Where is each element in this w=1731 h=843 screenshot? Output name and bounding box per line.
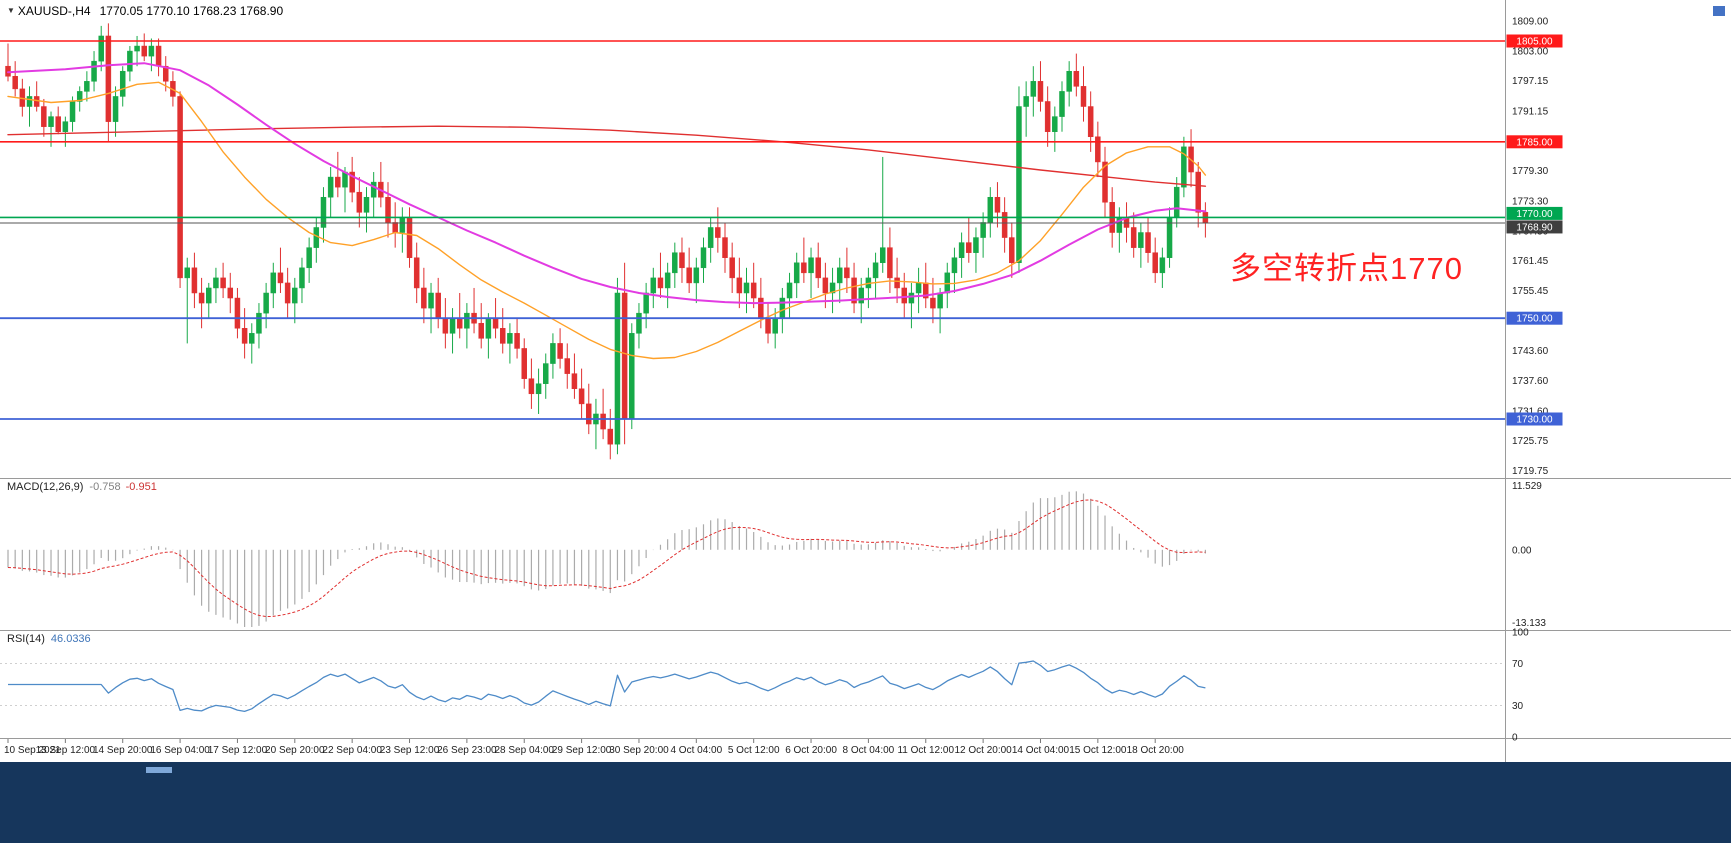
price-tick-label: 1755.45 (1512, 286, 1549, 297)
rsi-axis-label: 100 (1512, 628, 1529, 639)
macd-signal-line (7, 499, 1206, 618)
price-badge (1506, 206, 1563, 220)
rsi-axis-label: 0 (1512, 733, 1518, 744)
time-label: 12 Oct 20:00 (954, 745, 1012, 756)
macd-axis-label: 0.00 (1512, 545, 1532, 556)
price-tick-label: 1791.15 (1512, 106, 1549, 117)
macd-value: -0.758 (89, 481, 121, 493)
rsi-axis[interactable]: 100 70 30 0 (1512, 628, 1529, 744)
current-price-badge-label: 1768.90 (1516, 222, 1553, 233)
current-price-badge (1506, 220, 1563, 234)
price-badge-label: 1750.00 (1516, 314, 1553, 325)
symbol-marker-icon: ▼ (7, 6, 15, 15)
rsi-value: 46.0336 (50, 633, 91, 645)
footer-bar (0, 762, 1731, 843)
price-axis[interactable]: 1809.001803.001797.151791.151785.151779.… (1506, 16, 1563, 477)
time-label: 26 Sep 23:00 (437, 745, 497, 756)
rsi-label: RSI(14) (7, 633, 45, 645)
rsi-indicator-title: RSI(14) 46.0336 (7, 633, 91, 645)
price-tick-label: 1719.75 (1512, 466, 1549, 477)
price-tick-label: 1779.30 (1512, 166, 1549, 177)
time-label: 15 Oct 12:00 (1069, 745, 1127, 756)
rsi-axis-label: 70 (1512, 659, 1524, 670)
ma-slow-red (7, 125, 1207, 187)
time-label: 5 Oct 12:00 (728, 745, 780, 756)
macd-label: MACD(12,26,9) (7, 481, 84, 493)
time-label: 16 Sep 04:00 (150, 745, 210, 756)
macd-axis[interactable]: 11.529 0.00 -13.133 (1512, 481, 1546, 629)
corner-marker-icon (1713, 6, 1725, 16)
time-label: 23 Sep 12:00 (380, 745, 440, 756)
price-tick-label: 1731.60 (1512, 406, 1549, 417)
macd-axis-label: -13.133 (1512, 618, 1546, 629)
time-label: 17 Sep 12:00 (208, 745, 268, 756)
price-tick-label: 1737.60 (1512, 376, 1549, 387)
price-badge (1506, 412, 1563, 426)
time-label: 11 Oct 12:00 (897, 745, 954, 756)
price-badge-label: 1805.00 (1516, 37, 1553, 48)
time-label: 30 Sep 20:00 (609, 745, 669, 756)
time-label: 18 Oct 20:00 (1127, 745, 1185, 756)
price-tick-label: 1773.30 (1512, 196, 1549, 207)
symbol-label: XAUUSD-,H4 (17, 4, 91, 18)
macd-indicator-title: MACD(12,26,9) -0.758 -0.951 (7, 481, 157, 493)
candlestick-series (5, 23, 1209, 460)
price-tick-label: 1803.00 (1512, 47, 1549, 58)
price-badge (1506, 34, 1563, 48)
price-tick-label: 1743.60 (1512, 346, 1549, 357)
price-tick-label: 1761.45 (1512, 256, 1549, 267)
price-badge-label: 1785.00 (1516, 137, 1553, 148)
time-label: 13 Sep 12:00 (36, 745, 96, 756)
price-badge (1506, 311, 1563, 325)
time-label: 28 Sep 04:00 (494, 745, 554, 756)
rsi-panel[interactable] (0, 660, 1505, 713)
chart-title: ▼ XAUUSD-,H4 1770.05 1770.10 1768.23 1768.… (7, 4, 283, 18)
rsi-line (8, 660, 1206, 713)
ohlc-readout: 1770.05 1770.10 1768.23 1768.90 (99, 4, 284, 18)
macd-signal-value: -0.951 (125, 481, 157, 493)
macd-panel[interactable] (7, 491, 1206, 627)
main-chart-plot[interactable] (0, 23, 1505, 460)
time-label: 22 Sep 04:00 (322, 745, 382, 756)
time-label: 10 Sep 2021 (4, 745, 61, 756)
rsi-axis-label: 30 (1512, 701, 1524, 712)
ma-mid-magenta (7, 62, 1207, 305)
price-badge (1506, 135, 1563, 149)
ma-fast-orange (7, 81, 1207, 360)
time-label: 20 Sep 20:00 (265, 745, 325, 756)
footer-accent (146, 767, 172, 773)
chart-canvas[interactable]: 1809.001803.001797.151791.151785.151779.… (0, 0, 1731, 762)
time-label: 14 Oct 04:00 (1012, 745, 1070, 756)
price-badge-label: 1730.00 (1516, 415, 1553, 426)
price-tick-label: 1725.75 (1512, 436, 1549, 447)
time-label: 14 Sep 20:00 (93, 745, 153, 756)
time-label: 6 Oct 20:00 (785, 745, 837, 756)
time-label: 29 Sep 12:00 (552, 745, 612, 756)
macd-axis-label: 11.529 (1512, 481, 1542, 492)
time-label: 4 Oct 04:00 (670, 745, 722, 756)
time-label: 8 Oct 04:00 (843, 745, 895, 756)
price-annotation: 多空转折点1770 (1230, 251, 1463, 286)
price-tick-label: 1809.00 (1512, 16, 1549, 27)
price-tick-label: 1797.15 (1512, 76, 1549, 87)
price-badge-label: 1770.00 (1516, 209, 1553, 220)
